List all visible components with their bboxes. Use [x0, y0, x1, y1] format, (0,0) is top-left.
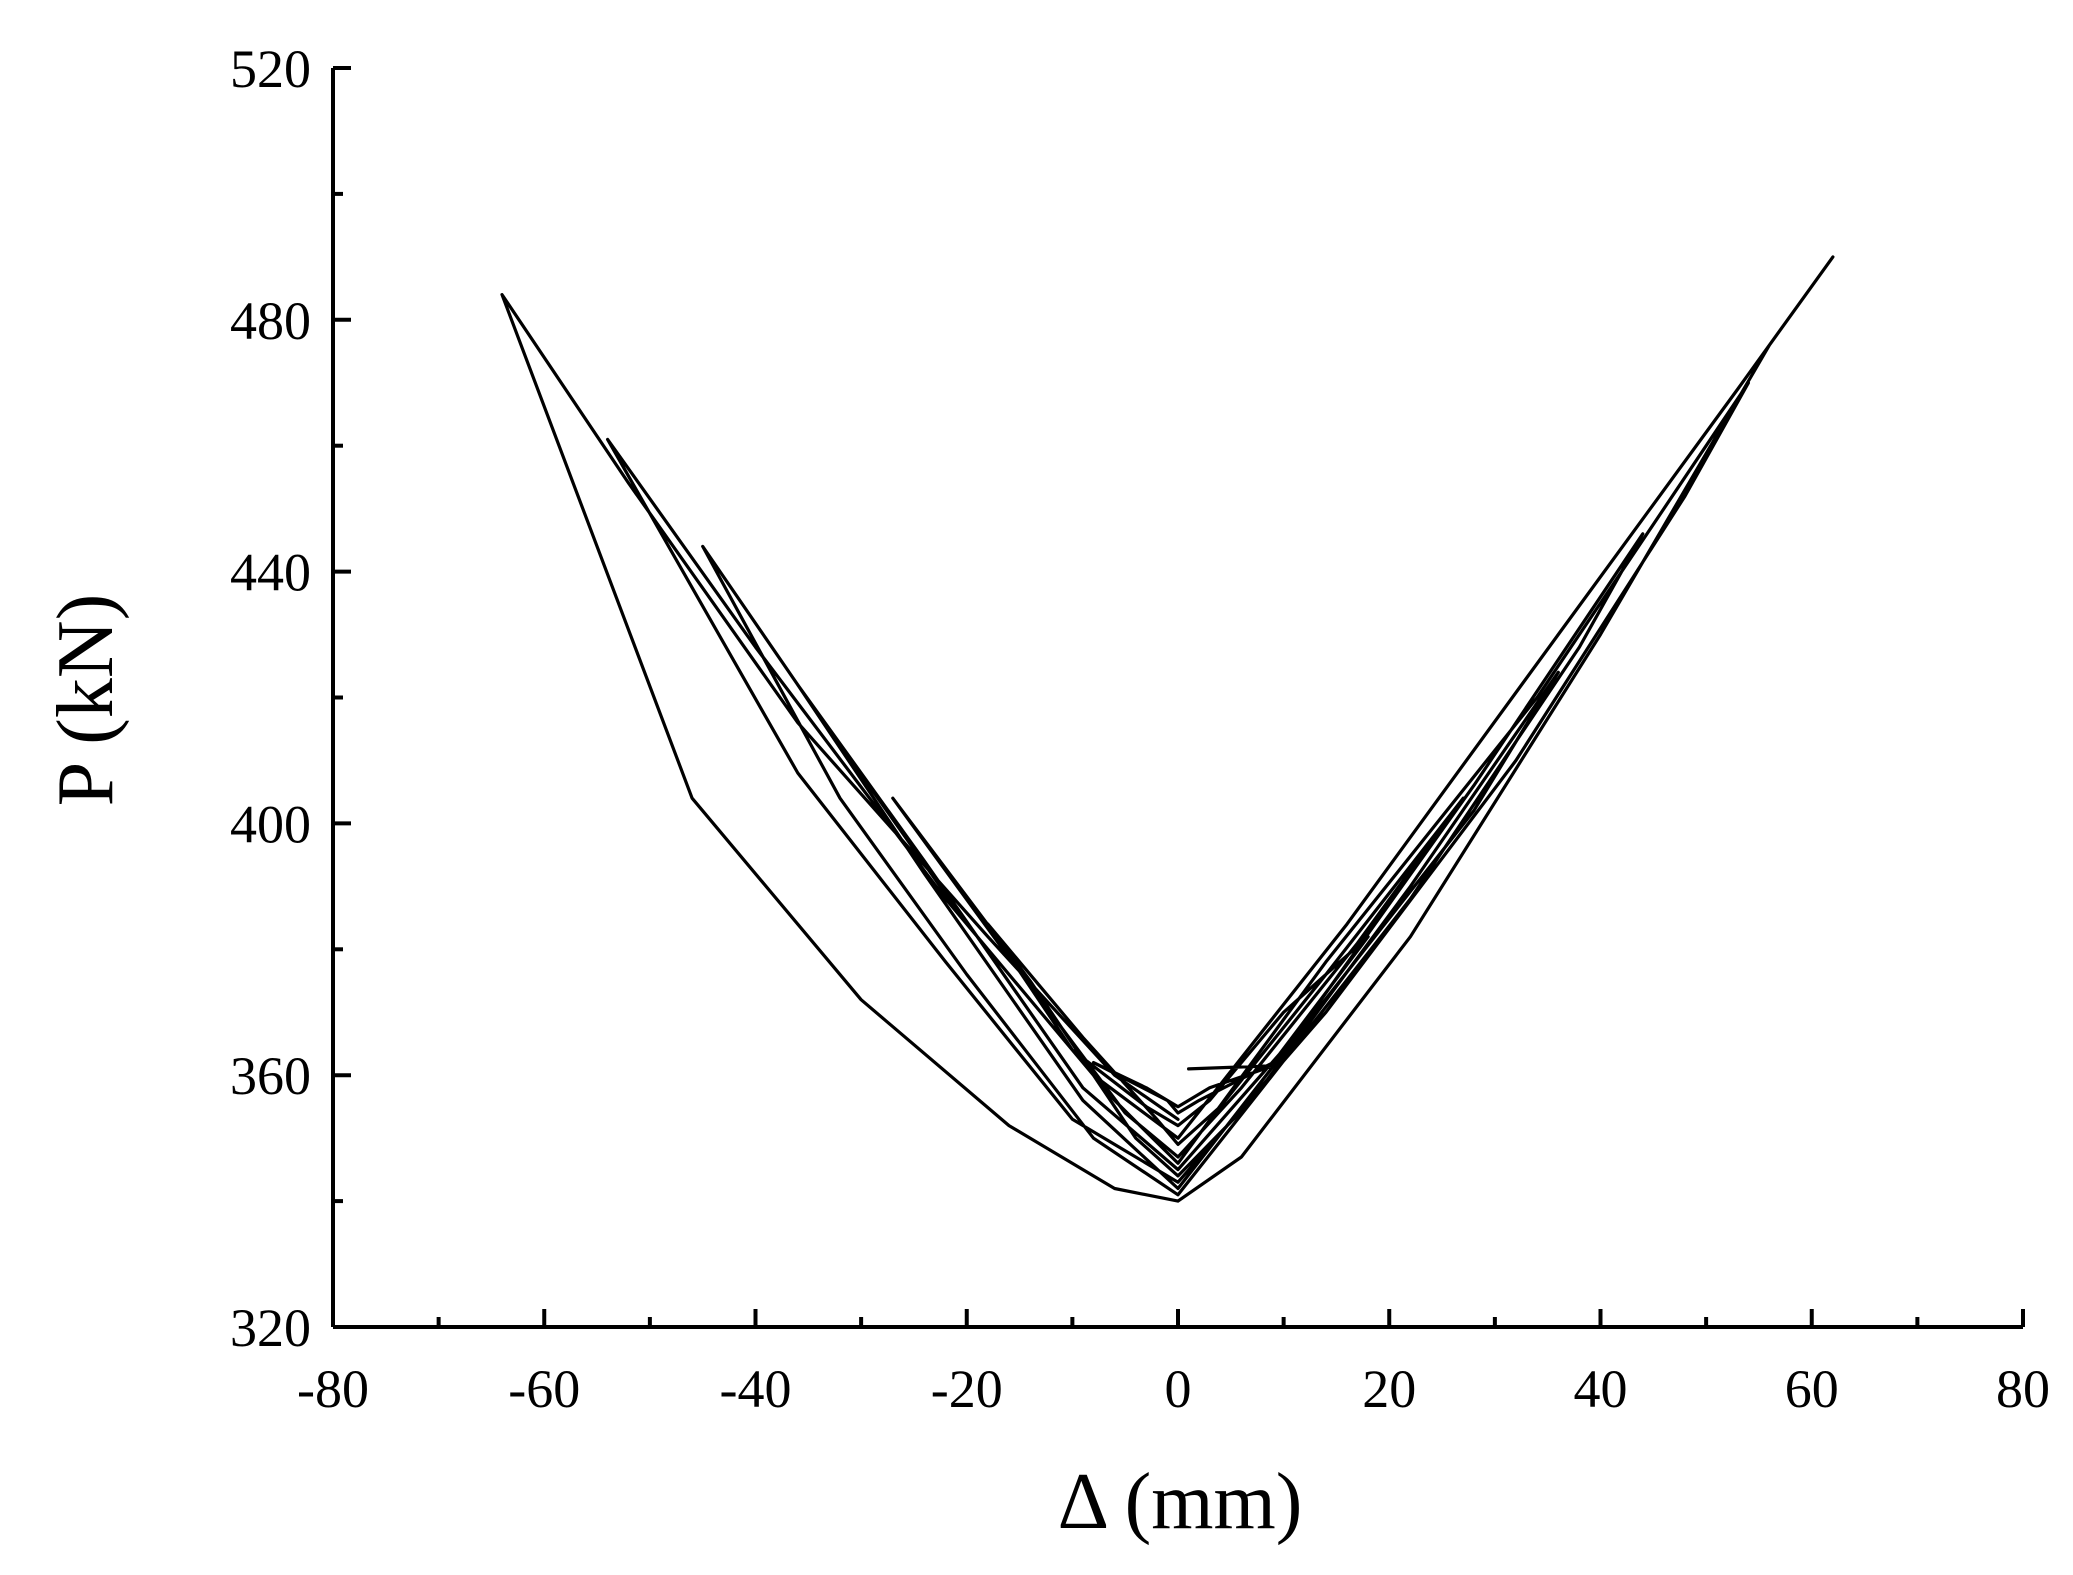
series-line-1 [500, 255, 1835, 1203]
x-tick-label: -60 [508, 1359, 580, 1419]
y-tick-label: 320 [230, 1298, 311, 1358]
y-axis: 320 360 400 440 480 520 [230, 39, 351, 1358]
x-tick-label: 0 [1165, 1359, 1192, 1419]
x-tick-label: 60 [1785, 1359, 1839, 1419]
x-tick-label: -40 [720, 1359, 792, 1419]
x-axis-title: Δ (mm) [1058, 1458, 1303, 1546]
x-tick-label: 80 [1996, 1359, 2050, 1419]
y-axis-title: P (kN) [42, 594, 130, 807]
series-layer [500, 255, 1835, 1203]
y-tick-label: 360 [230, 1046, 311, 1106]
x-tick-label: -80 [297, 1359, 369, 1419]
x-tick-label: 40 [1574, 1359, 1628, 1419]
x-tick-label: 20 [1362, 1359, 1416, 1419]
y-tick-label: 440 [230, 543, 311, 603]
x-tick-label: -20 [931, 1359, 1003, 1419]
y-tick-label: 400 [230, 794, 311, 854]
y-tick-label: 520 [230, 39, 311, 99]
x-axis: -80 -60 -40 -20 0 20 40 60 80 [297, 1309, 2050, 1419]
y-tick-label: 480 [230, 291, 311, 351]
